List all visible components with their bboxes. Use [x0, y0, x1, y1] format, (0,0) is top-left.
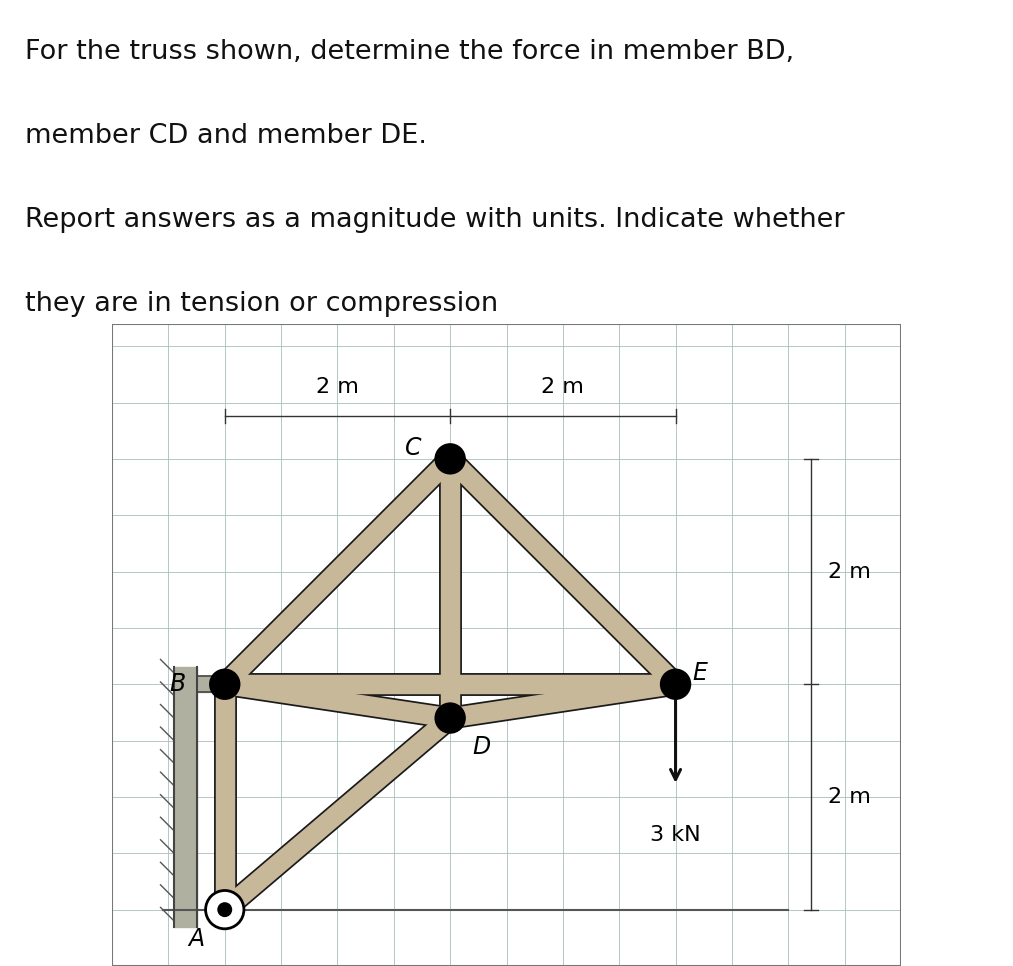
Circle shape — [436, 703, 465, 733]
Circle shape — [210, 669, 239, 699]
Text: For the truss shown, determine the force in member BD,: For the truss shown, determine the force… — [25, 39, 794, 65]
Text: 2 m: 2 m — [541, 377, 585, 397]
Circle shape — [660, 669, 690, 699]
Circle shape — [218, 903, 232, 917]
Text: D: D — [473, 735, 491, 759]
Text: they are in tension or compression: they are in tension or compression — [25, 292, 498, 317]
Text: Report answers as a magnitude with units. Indicate whether: Report answers as a magnitude with units… — [25, 207, 845, 233]
Text: A: A — [188, 926, 205, 951]
Text: 2 m: 2 m — [828, 787, 870, 807]
Circle shape — [436, 444, 465, 473]
Text: 2 m: 2 m — [316, 377, 359, 397]
Text: E: E — [693, 661, 707, 685]
Circle shape — [206, 891, 244, 929]
Text: 2 m: 2 m — [828, 561, 870, 582]
Text: 3 kN: 3 kN — [650, 825, 701, 845]
Text: B: B — [169, 672, 185, 696]
Text: member CD and member DE.: member CD and member DE. — [25, 123, 427, 149]
Text: C: C — [405, 436, 422, 460]
